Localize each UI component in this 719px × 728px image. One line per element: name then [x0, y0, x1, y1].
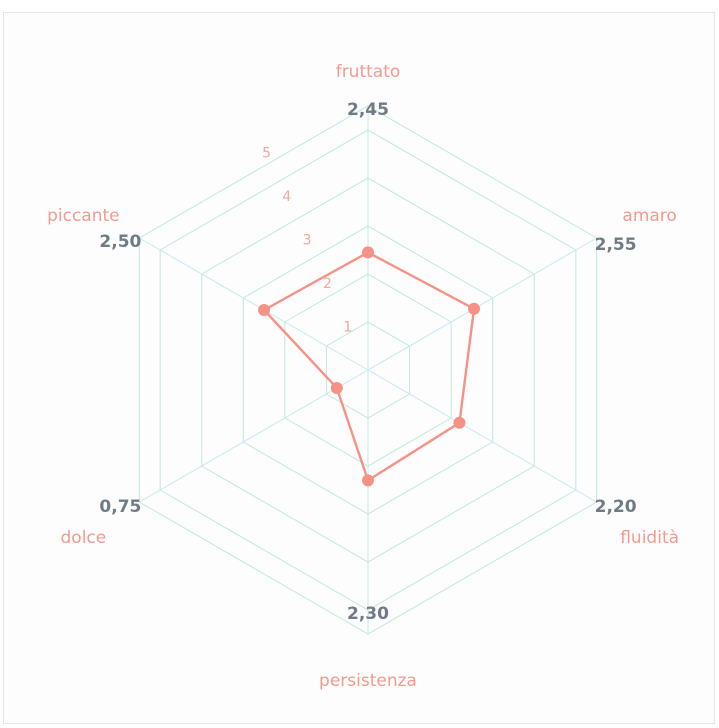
tick-label: 2 — [323, 276, 332, 292]
value-label: 2,55 — [595, 235, 637, 255]
data-point — [453, 416, 466, 429]
series-line — [262, 251, 476, 482]
label-layer: fruttato 2,45 amaro 2,55 fluidità 2,20 persist… — [47, 62, 679, 691]
axis-label: dolce — [61, 528, 107, 548]
spoke-layer — [139, 106, 597, 634]
axis-label: amaro — [622, 206, 676, 226]
data-point — [362, 246, 374, 259]
value-label: 0,75 — [99, 497, 141, 517]
axis-label: fluidità — [620, 528, 679, 548]
tick-label: 1 — [343, 319, 352, 335]
data-point — [468, 302, 481, 315]
tick-layer: 1 2 3 4 5 — [262, 145, 352, 335]
value-label: 2,20 — [595, 497, 637, 517]
value-label: 2,30 — [347, 604, 389, 624]
tick-label: 5 — [262, 145, 271, 161]
data-point — [362, 474, 374, 487]
axis-spoke — [139, 237, 369, 371]
axis-label: persistenza — [319, 671, 417, 691]
data-point — [330, 382, 343, 394]
data-point — [258, 304, 271, 316]
tick-label: 4 — [282, 189, 291, 205]
axis-spoke — [367, 369, 597, 503]
value-label: 2,45 — [347, 100, 389, 120]
tick-label: 3 — [303, 232, 312, 248]
axis-spoke — [367, 237, 597, 371]
axis-label: fruttato — [336, 62, 401, 82]
axis-label: piccante — [47, 206, 120, 226]
series-layer — [258, 246, 481, 487]
axis-spoke — [139, 369, 369, 503]
value-label: 2,50 — [99, 232, 141, 252]
